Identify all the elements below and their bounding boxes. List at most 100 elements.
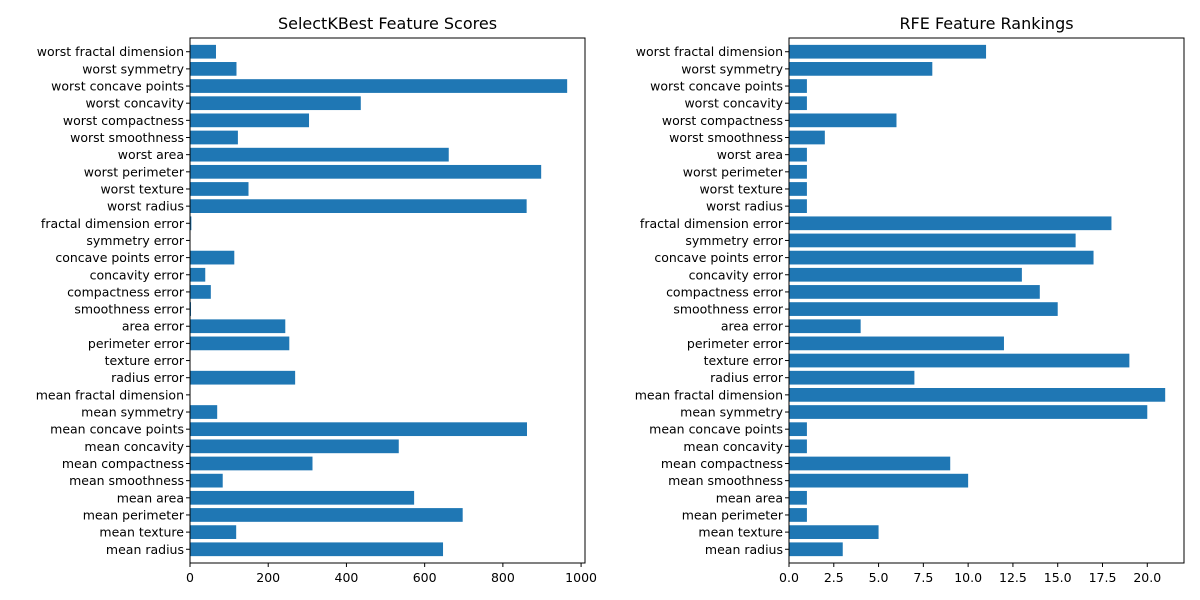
x-tick-label: 800 [491,570,515,585]
y-tick-label: mean concavity [683,439,783,454]
bar [789,508,807,522]
bar [190,508,463,522]
plot-frame [788,37,1185,564]
x-tick-label: 20.0 [1133,570,1161,585]
bar [190,370,296,385]
y-tick-label: worst fractal dimension [37,44,184,59]
y-tick-label: mean fractal dimension [36,387,184,402]
x-tick-label: 17.5 [1089,570,1117,585]
bar [190,490,415,505]
y-tick-label: worst compactness [63,113,184,128]
y-tick-label: mean smoothness [69,473,184,488]
y-tick-label: concave points error [654,250,784,265]
y-tick-label: mean area [716,490,783,505]
bar [190,216,192,231]
y-tick-label: mean fractal dimension [635,387,783,402]
bar [190,285,211,299]
y-tick-label: worst symmetry [82,61,184,76]
bar [789,353,1130,368]
bar [190,542,444,557]
x-tick-label: 12.5 [999,570,1027,585]
bar [789,267,1022,282]
bar [789,79,807,93]
bar [190,267,206,282]
y-tick-label: concave points error [55,250,185,265]
bar [190,130,238,145]
y-tick-label: worst concave points [650,79,783,94]
chart-rfe: RFE Feature Rankings mean radius mean tex… [635,14,1185,585]
y-tick-label: texture error [704,353,784,368]
bar [190,147,449,162]
y-tick-label: mean compactness [661,456,783,471]
y-tick-label: area error [721,319,784,334]
y-tick-label: worst smoothness [70,130,184,145]
bar [190,422,527,437]
y-tick-label: worst area [118,147,184,162]
bar [789,490,807,505]
bar [789,388,1166,402]
bar [789,319,861,334]
bar [190,439,399,454]
y-tick-label: perimeter error [88,336,185,351]
bar [190,319,286,334]
bar [190,44,216,59]
y-tick-label: mean concavity [84,439,184,454]
bar [190,302,192,316]
x-tick-label: 200 [256,570,280,585]
plot-frame [189,37,586,564]
bar [789,113,897,128]
x-tick-label: 5.0 [869,570,889,585]
y-tick-label: worst compactness [662,113,783,128]
bar [789,422,807,437]
bar [190,164,542,179]
x-tick-label: 15.0 [1044,570,1072,585]
y-tick-label: radius error [111,370,185,385]
bar [190,79,568,93]
y-tick-label: worst area [717,147,783,162]
y-tick-label: mean perimeter [682,507,784,522]
chart-selectkbest: SelectKBest Feature Scores mean radius me… [36,14,597,585]
y-tick-label: concavity error [90,267,185,282]
bar [789,96,807,111]
bar [190,405,218,419]
x-tick-label: 10.0 [954,570,982,585]
bar [789,439,807,454]
x-tick-label: 0 [186,570,194,585]
y-tick-label: worst perimeter [683,164,784,179]
y-tick-label: worst radius [107,199,184,214]
bar [789,233,1076,248]
y-tick-label: mean concave points [50,422,184,437]
bar [789,336,1004,351]
chart-title: SelectKBest Feature Scores [278,14,497,33]
bar [789,456,951,471]
y-tick-label: worst symmetry [681,61,783,76]
y-tick-label: worst texture [699,181,783,196]
bar [789,370,915,385]
x-tick-label: 2.5 [824,570,844,585]
bar [789,216,1112,231]
y-tick-label: mean smoothness [668,473,783,488]
y-tick-label: mean symmetry [81,405,184,420]
y-tick-label: worst concave points [51,79,184,94]
y-tick-label: mean texture [99,525,184,540]
y-tick-label: worst smoothness [669,130,783,145]
y-tick-label: symmetry error [685,233,783,248]
y-tick-label: compactness error [666,284,784,299]
chart-title: RFE Feature Rankings [899,14,1073,33]
y-tick-label: smoothness error [673,302,784,317]
y-tick-label: radius error [710,370,784,385]
y-tick-label: symmetry error [86,233,184,248]
y-tick-label: mean symmetry [680,405,783,420]
bar [190,336,290,351]
y-tick-label: mean concave points [649,422,783,437]
bar [190,250,235,265]
x-tick-label: 0.0 [779,570,799,585]
bar [190,96,361,111]
x-tick-label: 400 [335,570,359,585]
x-tick-label: 600 [413,570,437,585]
y-tick-label: fractal dimension error [640,216,784,231]
bar [190,62,237,76]
bar [190,456,313,471]
y-tick-label: mean radius [705,542,783,557]
